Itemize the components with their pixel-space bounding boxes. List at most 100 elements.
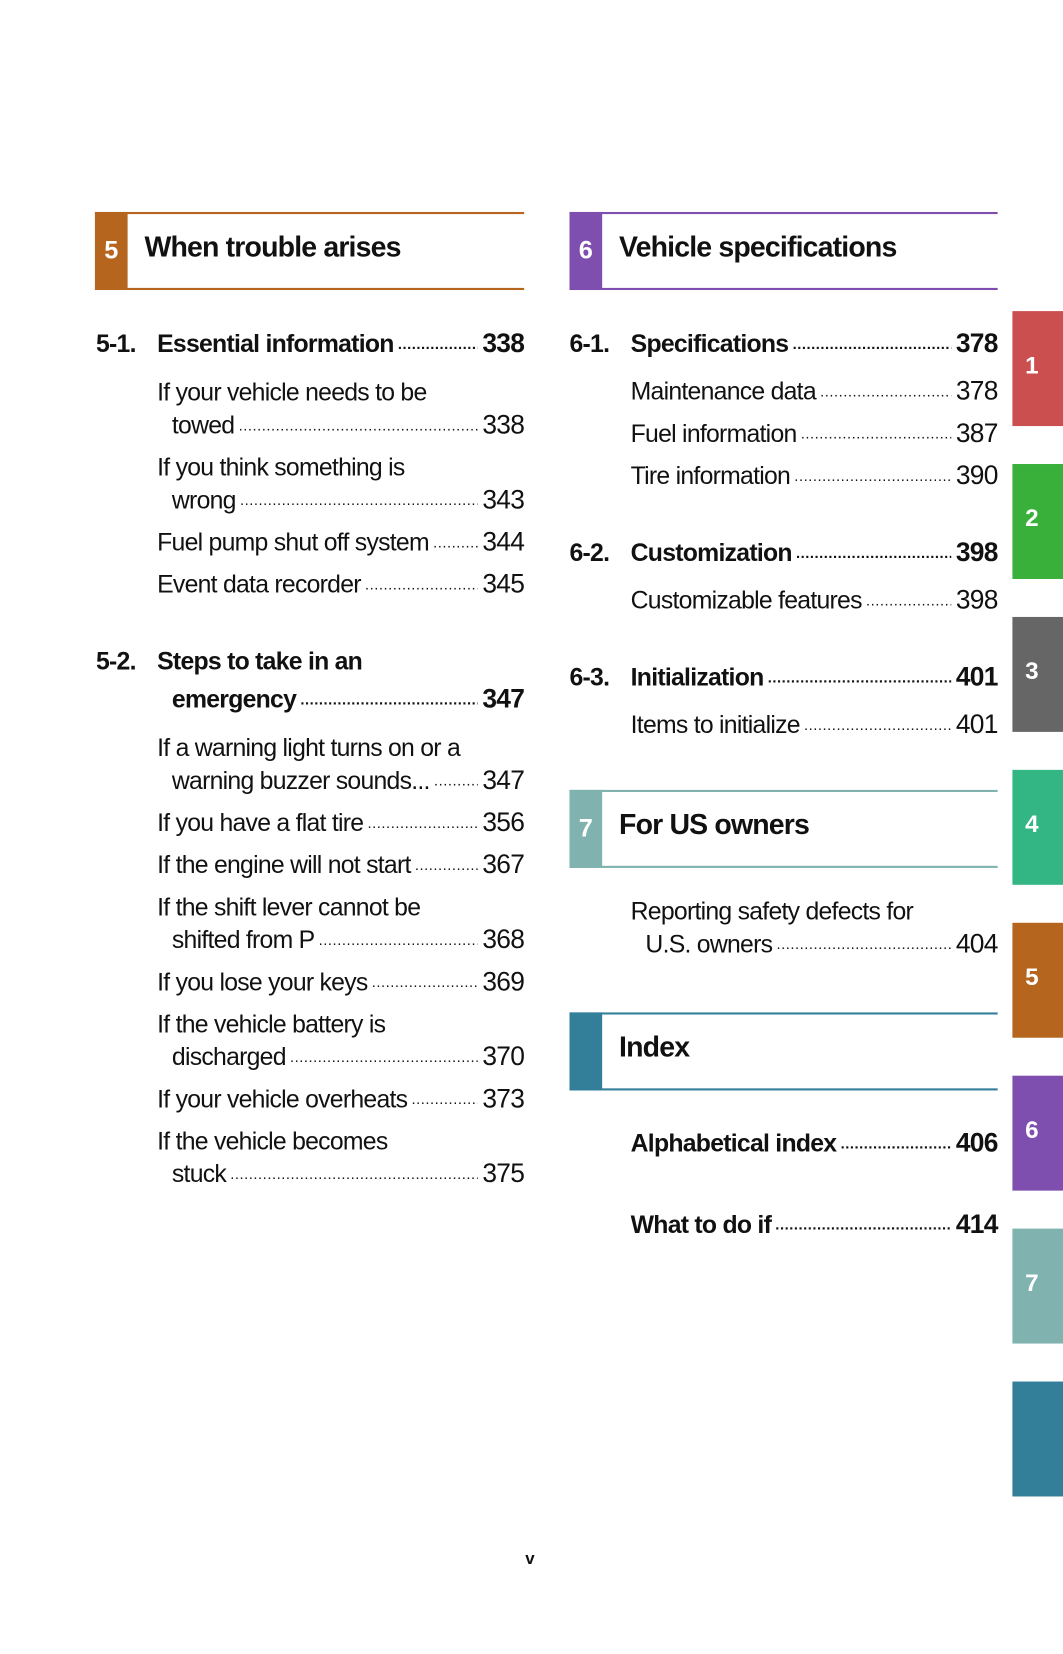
chapter-tab-5[interactable]: 5 — [1012, 922, 1063, 1038]
entry-title: If your vehicle overheats — [157, 1085, 408, 1113]
index-contents: Alphabetical index......................… — [630, 1127, 999, 1242]
toc-entry[interactable]: U.S. owners.............................… — [631, 928, 998, 961]
chapter-number: 7 — [569, 789, 603, 868]
toc-entry[interactable]: Tire information........................… — [631, 460, 999, 493]
toc-entry[interactable]: towed...................................… — [157, 409, 525, 442]
toc-entry[interactable]: discharged..............................… — [157, 1041, 525, 1074]
toc-entry[interactable]: wrong...................................… — [157, 484, 525, 517]
dot-leader: ........................................… — [767, 668, 952, 686]
toc-entry[interactable]: If you think something is — [157, 451, 524, 484]
toc-entry[interactable]: warning buzzer sounds...................… — [157, 765, 525, 798]
toc-entry[interactable]: If you lose your keys...................… — [157, 966, 525, 999]
toc-entry[interactable]: 6-2. Customization.......................… — [569, 537, 999, 570]
toc-entry[interactable]: 5-1. Essential information...............… — [96, 328, 525, 361]
tab-label: 6 — [1025, 1115, 1039, 1144]
entry-title: If the engine will not start — [157, 851, 411, 879]
dot-leader: ........................................… — [865, 591, 952, 609]
entry-page: 343 — [482, 485, 525, 515]
toc-entry[interactable]: Fuel information........................… — [630, 418, 999, 451]
toc-entry[interactable]: If the vehicle battery is — [157, 1008, 524, 1041]
toc-entry[interactable]: emergency...............................… — [157, 683, 525, 716]
toc-entry[interactable]: If you have a flat tire.................… — [157, 807, 525, 840]
entry-title: Reporting safety defects for — [630, 897, 914, 925]
dot-leader: ........................................… — [289, 1048, 479, 1066]
entry-title: Customization — [630, 538, 793, 567]
tab-label: 3 — [1025, 657, 1039, 685]
entry-title: Fuel pump shut off system — [157, 528, 429, 556]
index-header: Index — [569, 1012, 998, 1091]
toc-entry[interactable]: If the engine will not start............… — [157, 849, 525, 882]
entry-title: If your vehicle needs to be — [157, 378, 427, 407]
toc-entry[interactable]: shifted from P..........................… — [157, 924, 525, 957]
entry-title: Customizable features — [630, 586, 863, 614]
chapter-7-header: 7 For US owners — [569, 789, 998, 868]
entry-title: If the vehicle becomes — [157, 1127, 388, 1155]
toc-entry[interactable]: Maintenance data........................… — [630, 375, 999, 408]
entry-title: U.S. owners — [645, 930, 773, 958]
dot-leader: ........................................… — [238, 416, 479, 434]
section-number: 6-1. — [569, 330, 610, 358]
entry-page: 387 — [955, 418, 999, 449]
entry-title: If the vehicle battery is — [157, 1010, 386, 1038]
chapter-tab-6[interactable]: 6 — [1012, 1075, 1063, 1191]
entry-page: 398 — [955, 537, 999, 568]
entry-page: 378 — [955, 376, 999, 407]
toc-entry[interactable]: 5-2. Steps to take in an — [96, 645, 524, 678]
toc-entry[interactable]: If your vehicle overheats...............… — [157, 1083, 525, 1116]
toc-entry[interactable]: Items to initialize.....................… — [631, 709, 999, 742]
toc-entry[interactable]: Fuel pump shut off system...............… — [157, 526, 525, 559]
dot-leader: ........................................… — [239, 491, 479, 509]
chapter-tab-4[interactable]: 4 — [1012, 769, 1063, 885]
toc-entry[interactable]: If a warning light turns on or a — [157, 732, 524, 765]
toc-entry[interactable]: 6-3. Initialization......................… — [569, 661, 998, 694]
dot-leader: ........................................… — [411, 1090, 479, 1108]
entry-page: 378 — [955, 329, 999, 359]
chapter-tab-3[interactable]: 3 — [1012, 616, 1063, 732]
chapter-5-contents: 5-1. Essential information...............… — [96, 328, 525, 1191]
toc-entry[interactable]: If the shift lever cannot be — [157, 891, 524, 924]
entry-page: 401 — [955, 709, 999, 740]
toc-entry[interactable]: Alphabetical index......................… — [630, 1127, 999, 1160]
toc-entry[interactable]: Event data recorder.....................… — [157, 568, 525, 601]
toc-entry[interactable]: Reporting safety defects for — [631, 895, 998, 928]
entry-title: If the shift lever cannot be — [157, 893, 421, 921]
chapter-tab-1[interactable]: 1 — [1012, 311, 1063, 427]
chapter-tab-2[interactable]: 2 — [1012, 464, 1063, 579]
entry-title: Maintenance data — [630, 377, 817, 405]
dot-leader: ........................................… — [433, 771, 478, 789]
dot-leader: ........................................… — [367, 814, 479, 832]
tab-label: 7 — [1025, 1268, 1039, 1297]
dot-leader: ........................................… — [820, 382, 952, 400]
entry-title: Alphabetical index — [630, 1129, 837, 1157]
entry-page: 338 — [482, 329, 525, 359]
index-tab[interactable] — [1012, 1381, 1063, 1497]
entry-title: If you have a flat tire — [157, 808, 364, 837]
chapter-number — [569, 1012, 603, 1091]
chapter-tab-7[interactable]: 7 — [1012, 1228, 1063, 1344]
entry-title: Event data recorder — [157, 570, 361, 598]
entry-title: emergency — [171, 685, 297, 713]
tab-label: 2 — [1025, 504, 1039, 532]
toc-entry[interactable]: If your vehicle needs to be — [157, 376, 524, 409]
tab-label: 5 — [1025, 962, 1039, 991]
entry-page: 375 — [482, 1159, 525, 1189]
entry-title: What to do if — [630, 1210, 772, 1239]
entry-title: Fuel information — [630, 419, 798, 448]
entry-page: 370 — [482, 1041, 525, 1072]
entry-page: 398 — [955, 585, 999, 615]
toc-entry[interactable]: 6-1. Specifications......................… — [569, 328, 999, 361]
toc-entry[interactable]: If the vehicle becomes — [157, 1125, 524, 1158]
tab-label: 4 — [1025, 809, 1039, 838]
entry-title: stuck — [171, 1160, 227, 1188]
chapter-title: For US owners — [619, 808, 810, 841]
entry-page: 345 — [482, 569, 525, 600]
toc-entry[interactable]: Customizable features...................… — [630, 584, 999, 617]
chapter-title: Index — [619, 1031, 690, 1064]
entry-title: shifted from P — [171, 925, 315, 954]
entry-page: 368 — [482, 924, 525, 955]
toc-entry[interactable]: What to do if...........................… — [630, 1209, 999, 1242]
entry-page: 390 — [955, 460, 999, 491]
toc-entry[interactable]: stuck...................................… — [157, 1158, 525, 1191]
chapter-6-header: 6 Vehicle specifications — [569, 211, 998, 291]
dot-leader: ........................................… — [371, 973, 479, 991]
